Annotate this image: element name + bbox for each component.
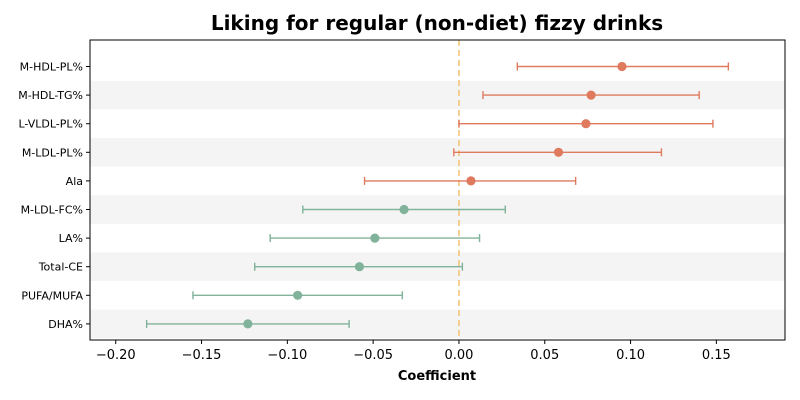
x-tick-label: −0.15 <box>182 348 222 363</box>
error-bar-l-vldl-pl- <box>458 119 714 129</box>
plot-frame <box>89 39 786 341</box>
x-tick-label: −0.10 <box>267 348 307 363</box>
x-axis: −0.20 −0.15 −0.10 −0.05 0.00 0.05 0.10 0.15 <box>96 340 731 363</box>
error-bar-m-ldl-pl- <box>453 147 663 157</box>
x-tick-label: −0.20 <box>96 348 136 363</box>
x-tick-label: −0.05 <box>353 348 393 363</box>
y-tick-label: M-LDL-PL% <box>22 146 83 159</box>
x-tick-label: 0.10 <box>616 348 645 363</box>
y-tick-label: Ala <box>66 175 83 188</box>
coefficient-point <box>293 290 303 300</box>
error-bars <box>145 61 730 329</box>
coefficient-point <box>581 119 591 129</box>
coefficient-point <box>586 90 596 100</box>
chart-title: Liking for regular (non-diet) fizzy drin… <box>211 11 663 35</box>
error-bar-ala <box>363 176 577 186</box>
error-bar-m-hdl-tg- <box>482 90 700 100</box>
coefficient-point <box>399 204 409 215</box>
y-axis: M-HDL-PL% M-HDL-TG% L-VLDL-PL% M-LDL-PL% Ala… <box>18 61 90 331</box>
coefficient-point <box>243 319 253 329</box>
error-bar-m-hdl-pl- <box>516 61 730 72</box>
y-tick-label: Total-CE <box>38 261 83 274</box>
coefficient-point <box>370 233 380 243</box>
y-tick-label: DHA% <box>48 318 83 331</box>
coefficient-point <box>553 147 564 157</box>
error-bar-la- <box>269 233 481 243</box>
y-tick-label: PUFA/MUFA <box>21 289 83 302</box>
y-tick-label: M-HDL-TG% <box>18 89 83 102</box>
y-tick-label: M-HDL-PL% <box>20 61 83 74</box>
coefficient-point <box>466 176 476 186</box>
coefficient-point <box>354 262 365 272</box>
x-tick-label: 0.15 <box>702 348 731 363</box>
x-axis-label: Coefficient <box>398 369 476 384</box>
error-bar-dha- <box>145 319 350 329</box>
error-bar-pufa-mufa <box>192 290 404 300</box>
row-stripe <box>90 138 785 167</box>
y-tick-label: LA% <box>59 232 83 245</box>
x-tick-label: 0.00 <box>444 348 473 363</box>
coefficient-point <box>617 61 627 72</box>
error-bar-m-ldl-fc- <box>302 204 506 215</box>
y-tick-label: L-VLDL-PL% <box>18 118 83 131</box>
y-tick-label: M-LDL-FC% <box>21 204 83 217</box>
error-bar-total-ce <box>254 262 464 272</box>
x-tick-label: 0.05 <box>530 348 559 363</box>
